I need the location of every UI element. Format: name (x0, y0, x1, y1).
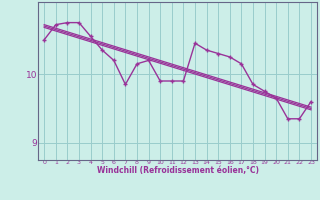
X-axis label: Windchill (Refroidissement éolien,°C): Windchill (Refroidissement éolien,°C) (97, 166, 259, 175)
